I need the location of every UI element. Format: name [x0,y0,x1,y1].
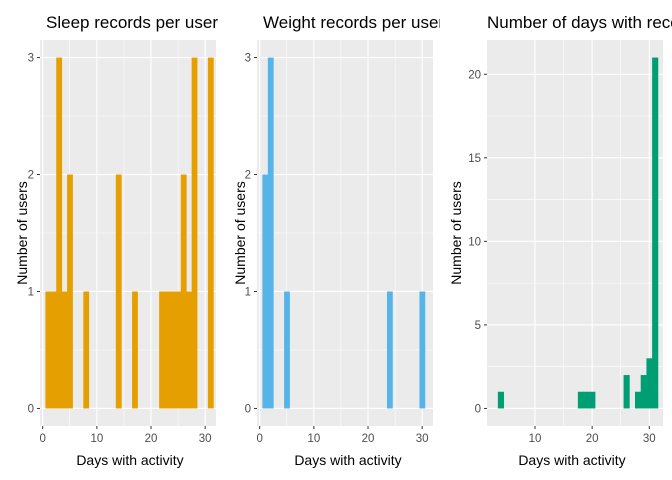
weight-y-tick-label: 2 [245,170,251,182]
days-y-tick-label: 0 [475,403,481,415]
weight-y-tick-label: 0 [245,403,251,415]
days-x-ticks: 10 20 30 [529,426,656,445]
sleep-histogram-bar [180,174,187,409]
days-histogram-bar [646,358,653,409]
sleep-chart-title: Sleep records per user [46,13,218,32]
sleep-x-tick-label: 10 [90,433,103,445]
weight-x-axis-label: Days with activity [294,452,401,468]
weight-y-ticks: 0 1 2 3 [245,53,257,415]
weight-histogram-bar [284,291,290,409]
sleep-x-axis-label: Days with activity [76,452,183,468]
days-y-axis-label: Number of users [448,181,464,284]
sleep-histogram-bar [61,291,68,409]
weight-histogram-bar [267,57,274,409]
sleep-histogram-bar [115,174,122,409]
weight-gridlines [257,40,433,426]
panel-days-activity: Number of days with recorded activity 10… [448,13,672,468]
sleep-y-tick-label: 2 [28,170,34,182]
days-histogram-bar [583,391,590,409]
days-bars [497,57,659,409]
weight-x-tick-label: 10 [307,433,320,445]
sleep-histogram-bar [132,291,138,409]
sleep-histogram-bar [159,291,165,409]
days-histogram-bar [640,375,647,409]
sleep-y-ticks: 0 1 2 3 [28,53,40,415]
weight-y-axis-label: Number of users [232,181,248,284]
weight-x-tick-label: 20 [362,433,375,445]
weight-histogram-bar [386,291,393,409]
sleep-x-ticks: 0 10 20 30 [40,426,212,445]
days-histogram-bar [652,57,659,409]
sleep-histogram-bar [83,291,90,409]
sleep-histogram-bar [175,291,182,409]
weight-y-tick-label: 1 [245,286,251,298]
days-chart-title: Number of days with recorded activity [487,13,672,32]
sleep-y-tick-label: 0 [28,403,34,415]
weight-y-tick-label: 3 [245,53,251,65]
sleep-y-tick-label: 3 [28,53,34,65]
sleep-histogram-bar [45,291,52,409]
sleep-bars [45,57,214,409]
days-histogram-bar [589,391,596,409]
days-x-tick-label: 10 [529,433,542,445]
weight-bars [262,57,426,409]
sleep-histogram-bar [50,291,57,409]
weight-histogram-bar [262,174,269,409]
days-x-axis-label: Days with activity [518,452,625,468]
days-y-tick-label: 20 [468,69,481,81]
days-x-tick-label: 20 [586,433,599,445]
sleep-x-tick-label: 30 [199,433,212,445]
days-histogram-bar [497,391,504,409]
sleep-histogram-bar [169,291,176,409]
weight-x-tick-label: 30 [416,433,429,445]
weight-x-ticks: 0 10 20 30 [257,426,429,445]
days-y-ticks: 0 5 10 15 20 [468,69,487,415]
sleep-y-tick-label: 1 [28,286,34,298]
days-histogram-bar [635,391,642,409]
days-histogram-bar [623,375,630,409]
sleep-histogram-bar [191,57,198,409]
weight-histogram-bar [419,291,426,409]
sleep-histogram-bar [56,57,63,409]
panel-sleep: Sleep records per user 0 10 20 30 0 1 2 3 Days… [14,13,218,468]
days-histogram-bar [577,391,584,409]
sleep-histogram-bar [164,291,171,409]
sleep-x-tick-label: 0 [40,433,46,445]
sleep-x-tick-label: 20 [145,433,158,445]
sleep-histogram-bar [67,174,73,409]
days-x-tick-label: 30 [643,433,656,445]
weight-chart-title: Weight records per user [263,13,444,32]
weight-x-tick-label: 0 [257,433,263,445]
sleep-histogram-bar [186,291,193,409]
days-plot-panel [487,40,663,426]
sleep-histogram-bar [207,57,214,409]
sleep-y-axis-label: Number of users [14,181,30,284]
days-y-tick-label: 5 [475,320,481,332]
panel-weight: Weight records per user 0 10 20 30 0 1 2 3 Day… [232,13,444,468]
days-y-tick-label: 10 [468,236,481,248]
days-y-tick-label: 15 [468,153,481,165]
